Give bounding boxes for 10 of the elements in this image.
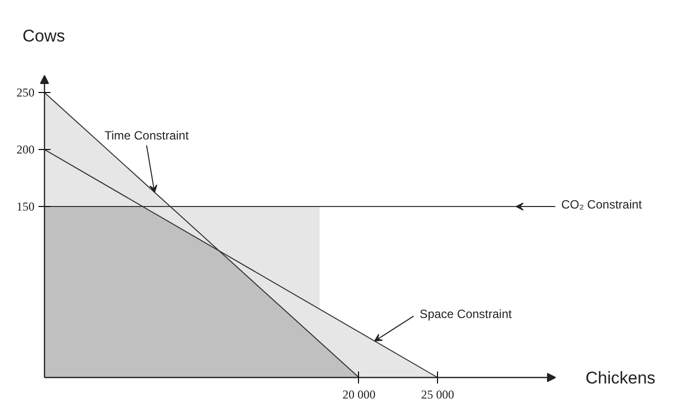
annotation: CO₂ Constraint xyxy=(561,198,643,212)
x-tick-label: 20 000 xyxy=(342,388,376,402)
annotation: Space Constraint xyxy=(420,307,512,322)
x-tick-label: 25 000 xyxy=(421,388,454,402)
y-tick-label: 250 xyxy=(16,86,34,100)
y-tick-label: 150 xyxy=(16,200,34,214)
annotation: Time Constraint xyxy=(104,128,190,142)
x-axis-title: Chickens xyxy=(586,368,656,388)
y-tick-label: 200 xyxy=(16,142,34,157)
y-axis-title: Cows xyxy=(22,26,66,46)
